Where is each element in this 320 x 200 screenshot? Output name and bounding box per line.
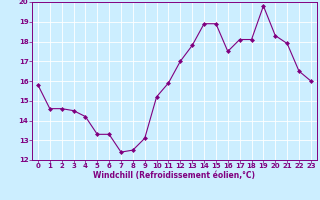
X-axis label: Windchill (Refroidissement éolien,°C): Windchill (Refroidissement éolien,°C) [93, 171, 255, 180]
